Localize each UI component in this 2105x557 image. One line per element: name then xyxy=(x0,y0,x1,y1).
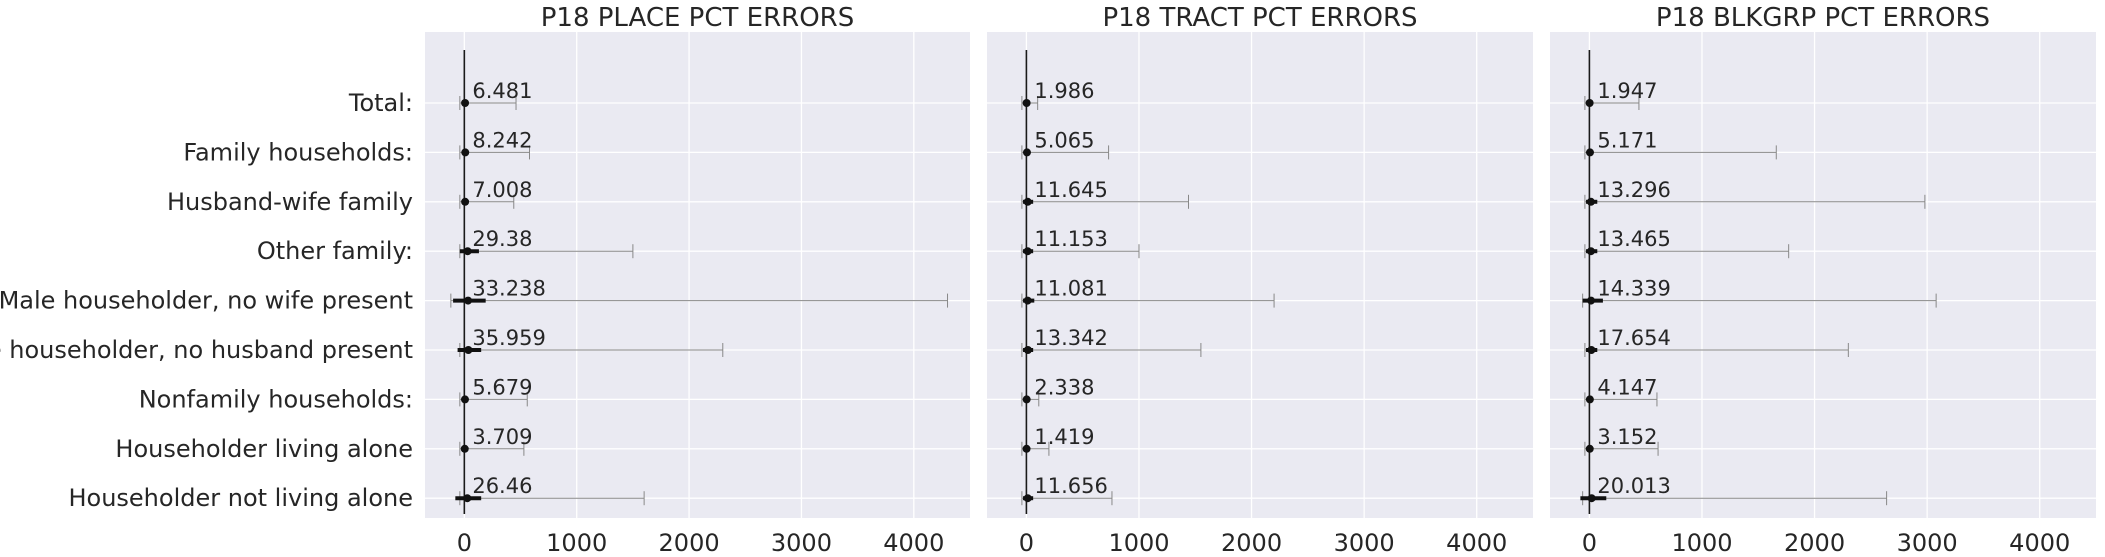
category-label: Nonfamily households: xyxy=(139,385,413,413)
mean-point xyxy=(1023,346,1032,354)
data-label: 1.947 xyxy=(1597,79,1657,103)
mean-point xyxy=(1587,494,1596,503)
x-tick-label: 2000 xyxy=(1784,529,1845,557)
mean-point xyxy=(1587,346,1596,354)
x-tick-label: 1000 xyxy=(546,529,607,557)
data-label: 3.152 xyxy=(1597,425,1657,449)
mean-point xyxy=(1023,197,1032,206)
mean-point xyxy=(1585,148,1594,157)
x-tick-label: 1000 xyxy=(1108,529,1169,557)
data-label: 6.481 xyxy=(472,79,532,103)
mean-point xyxy=(1585,395,1594,404)
chart-title: P18 BLKGRP PCT ERRORS xyxy=(1656,3,1990,33)
mean-point xyxy=(1587,296,1596,305)
data-label: 13.342 xyxy=(1034,326,1107,350)
mean-point xyxy=(461,148,470,157)
plot-area-1 xyxy=(987,32,1533,518)
data-label: 7.008 xyxy=(472,178,532,202)
category-label: Family households: xyxy=(183,138,413,166)
category-label: Male householder, no wife present xyxy=(0,287,413,315)
category-label: Female householder, no husband present xyxy=(0,336,413,364)
data-label: 2.338 xyxy=(1034,375,1094,399)
data-label: 26.46 xyxy=(472,474,532,498)
x-tick-label: 4000 xyxy=(883,529,944,557)
category-label: Householder living alone xyxy=(115,435,413,463)
data-label: 11.153 xyxy=(1034,227,1107,251)
mean-point xyxy=(1023,296,1032,305)
category-label: Other family: xyxy=(257,237,413,265)
chart-title: P18 PLACE PCT ERRORS xyxy=(541,3,855,33)
data-label: 8.242 xyxy=(472,128,532,152)
data-label: 4.147 xyxy=(1597,375,1657,399)
chart-title: P18 TRACT PCT ERRORS xyxy=(1102,3,1417,33)
mean-point xyxy=(1586,247,1595,256)
data-label: 11.081 xyxy=(1034,277,1107,301)
data-label: 29.38 xyxy=(472,227,532,251)
x-tick-label: 0 xyxy=(1019,529,1034,557)
x-tick-label: 4000 xyxy=(1446,529,1507,557)
data-label: 33.238 xyxy=(472,277,545,301)
category-label: Householder not living alone xyxy=(68,484,413,512)
mean-point xyxy=(1023,494,1032,503)
mean-point xyxy=(1586,197,1595,206)
data-label: 5.679 xyxy=(472,375,532,399)
x-tick-label: 3000 xyxy=(1897,529,1958,557)
data-label: 5.171 xyxy=(1597,128,1657,152)
x-tick-label: 3000 xyxy=(771,529,832,557)
mean-point xyxy=(1585,444,1594,453)
mean-point xyxy=(464,346,473,354)
data-label: 13.465 xyxy=(1597,227,1670,251)
data-label: 3.709 xyxy=(472,425,532,449)
data-label: 11.645 xyxy=(1034,178,1107,202)
category-label: Husband-wife family xyxy=(167,188,413,216)
mean-point xyxy=(460,444,469,453)
x-tick-label: 1000 xyxy=(1671,529,1732,557)
data-label: 14.339 xyxy=(1597,277,1670,301)
category-label: Total: xyxy=(348,89,413,117)
x-tick-label: 0 xyxy=(457,529,472,557)
x-tick-label: 0 xyxy=(1582,529,1597,557)
data-label: 11.656 xyxy=(1034,474,1107,498)
mean-point xyxy=(463,247,472,256)
x-tick-label: 4000 xyxy=(2009,529,2070,557)
plot-area-2 xyxy=(1550,32,2096,518)
mean-point xyxy=(463,494,472,503)
mean-point xyxy=(461,99,470,107)
mean-point xyxy=(464,296,473,305)
data-label: 17.654 xyxy=(1597,326,1670,350)
mean-point xyxy=(1022,395,1031,404)
mean-point xyxy=(1022,444,1031,453)
mean-point xyxy=(1585,99,1594,107)
plot-area-0 xyxy=(425,32,970,518)
data-label: 1.419 xyxy=(1034,425,1094,449)
mean-point xyxy=(461,197,470,206)
mean-point xyxy=(1022,99,1031,107)
x-tick-label: 3000 xyxy=(1334,529,1395,557)
x-tick-label: 2000 xyxy=(1221,529,1282,557)
x-tick-label: 2000 xyxy=(659,529,720,557)
mean-point xyxy=(1023,247,1032,256)
data-label: 20.013 xyxy=(1597,474,1670,498)
mean-point xyxy=(460,395,469,404)
data-label: 1.986 xyxy=(1034,79,1094,103)
data-label: 5.065 xyxy=(1034,128,1094,152)
data-label: 35.959 xyxy=(472,326,545,350)
mean-point xyxy=(1022,148,1031,157)
data-label: 13.296 xyxy=(1597,178,1670,202)
